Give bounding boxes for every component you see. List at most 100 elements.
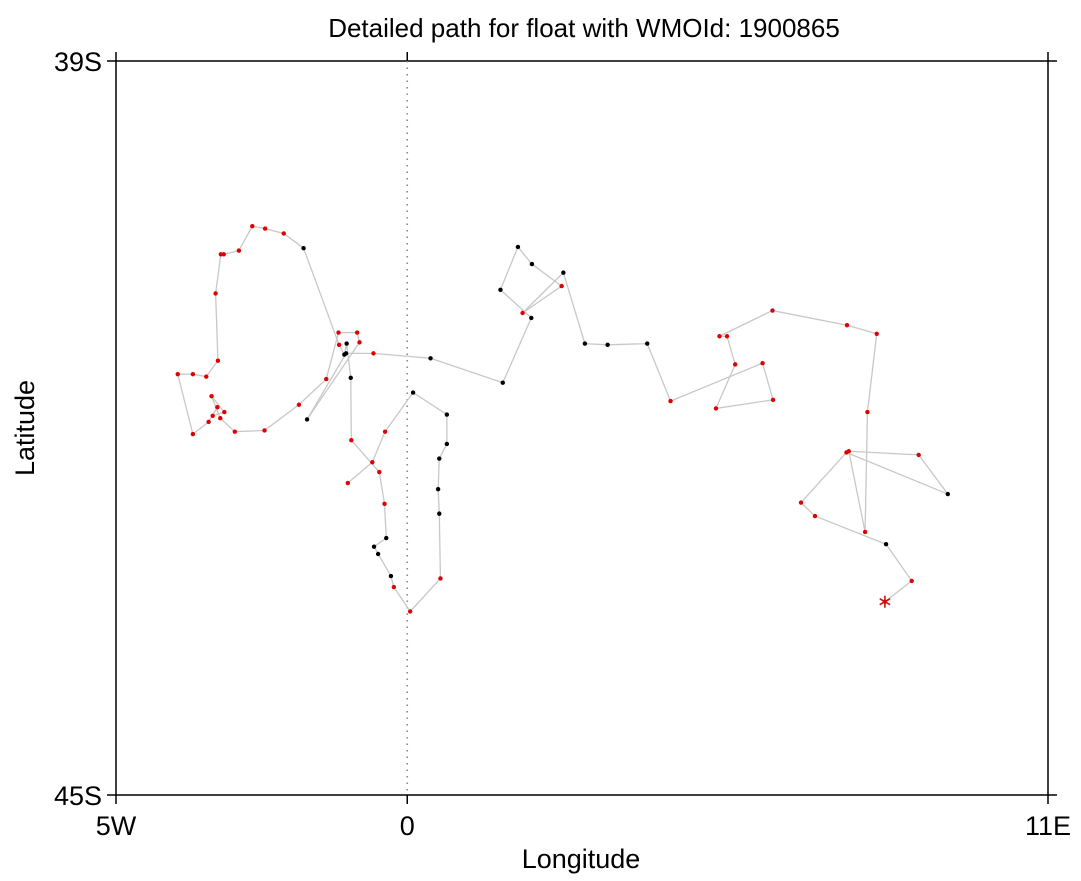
profile-point <box>713 406 719 411</box>
profile-point <box>428 356 433 361</box>
profile-point <box>668 398 673 404</box>
path-segment <box>761 362 774 401</box>
path-segment <box>800 502 816 517</box>
profile-point <box>336 342 342 348</box>
profile-point <box>916 452 921 458</box>
profile-point <box>342 352 347 357</box>
profile-point <box>909 578 914 584</box>
profile-point <box>498 287 503 292</box>
path-segment <box>350 377 352 441</box>
profile-point <box>190 371 196 377</box>
path-segment <box>325 332 340 380</box>
path-segment <box>864 412 869 532</box>
path-segment <box>531 263 562 287</box>
path-segment <box>846 451 949 495</box>
path-segment <box>715 399 774 410</box>
profile-point <box>529 315 534 321</box>
path-segment <box>800 452 847 504</box>
profile-point <box>209 393 214 399</box>
path-segment <box>584 342 608 346</box>
float-path-lines <box>177 225 949 612</box>
profile-point <box>262 428 267 433</box>
profile-point <box>371 544 377 549</box>
profile-point <box>357 340 362 345</box>
profile-point <box>371 351 376 356</box>
profile-point <box>304 417 310 422</box>
path-segment <box>377 553 392 577</box>
profile-point <box>377 469 382 475</box>
profile-point <box>236 248 242 253</box>
path-segment <box>814 515 887 545</box>
path-segment <box>438 513 442 579</box>
path-segment <box>373 537 387 548</box>
profile-point <box>354 330 360 335</box>
profile-point <box>435 486 441 492</box>
profile-point <box>382 501 387 507</box>
plot-frame <box>115 60 1049 796</box>
profile-point <box>344 341 349 346</box>
asterisk-stroke <box>879 598 891 606</box>
path-segment <box>238 225 253 251</box>
path-segment <box>670 362 763 402</box>
x-axis-title: Longitude <box>522 844 641 874</box>
last-position-marker <box>879 595 891 608</box>
path-segment <box>298 378 327 406</box>
path-segment <box>885 543 913 582</box>
path-segment <box>214 293 219 361</box>
profile-point <box>717 334 722 339</box>
profile-point <box>210 413 215 418</box>
profile-point <box>215 405 220 410</box>
profile-point <box>437 456 442 461</box>
path-segment <box>283 232 304 249</box>
x-tick-label: 11E <box>1025 811 1071 841</box>
path-segment <box>211 395 225 413</box>
path-segment <box>522 272 564 314</box>
path-segment <box>306 353 347 420</box>
profile-point <box>232 429 238 434</box>
path-segment <box>918 454 949 495</box>
profile-point <box>213 291 218 296</box>
path-segment <box>719 309 773 337</box>
path-segment <box>848 450 919 456</box>
profile-point <box>391 584 397 590</box>
profile-point <box>215 358 221 363</box>
profile-point <box>281 231 286 236</box>
path-segment <box>438 443 448 459</box>
path-segment <box>866 333 878 413</box>
path-segment <box>264 404 300 431</box>
profile-point <box>874 331 879 337</box>
profile-point <box>222 409 227 415</box>
profile-point <box>250 223 255 229</box>
path-segment <box>302 247 340 346</box>
profile-point <box>206 419 211 425</box>
path-segment <box>378 471 386 504</box>
profile-point <box>190 431 196 437</box>
path-segment <box>223 249 240 255</box>
profile-point <box>375 551 381 557</box>
profile-point <box>760 360 765 366</box>
path-segment <box>371 431 386 463</box>
profile-point <box>410 390 416 395</box>
path-segment <box>412 391 448 416</box>
path-segment <box>384 392 414 433</box>
profile-point <box>438 576 443 581</box>
profile-point <box>945 491 951 497</box>
path-segment <box>846 324 877 335</box>
profile-point <box>437 511 442 516</box>
path-segment <box>500 289 532 319</box>
path-segment <box>177 374 194 435</box>
y-tick-label: 39S <box>54 47 102 77</box>
profile-point <box>262 226 268 231</box>
profile-point <box>348 375 353 381</box>
x-tick-label: 0 <box>400 811 415 841</box>
profile-point <box>324 376 329 382</box>
path-segment <box>219 417 236 433</box>
profile-point <box>204 374 209 379</box>
profile-point <box>798 500 804 505</box>
path-segment <box>306 342 361 420</box>
path-segment <box>848 451 866 533</box>
chart-title: Detailed path for float with WMOId: 1900… <box>328 13 840 43</box>
path-segment <box>607 342 648 346</box>
path-segment <box>192 373 207 378</box>
